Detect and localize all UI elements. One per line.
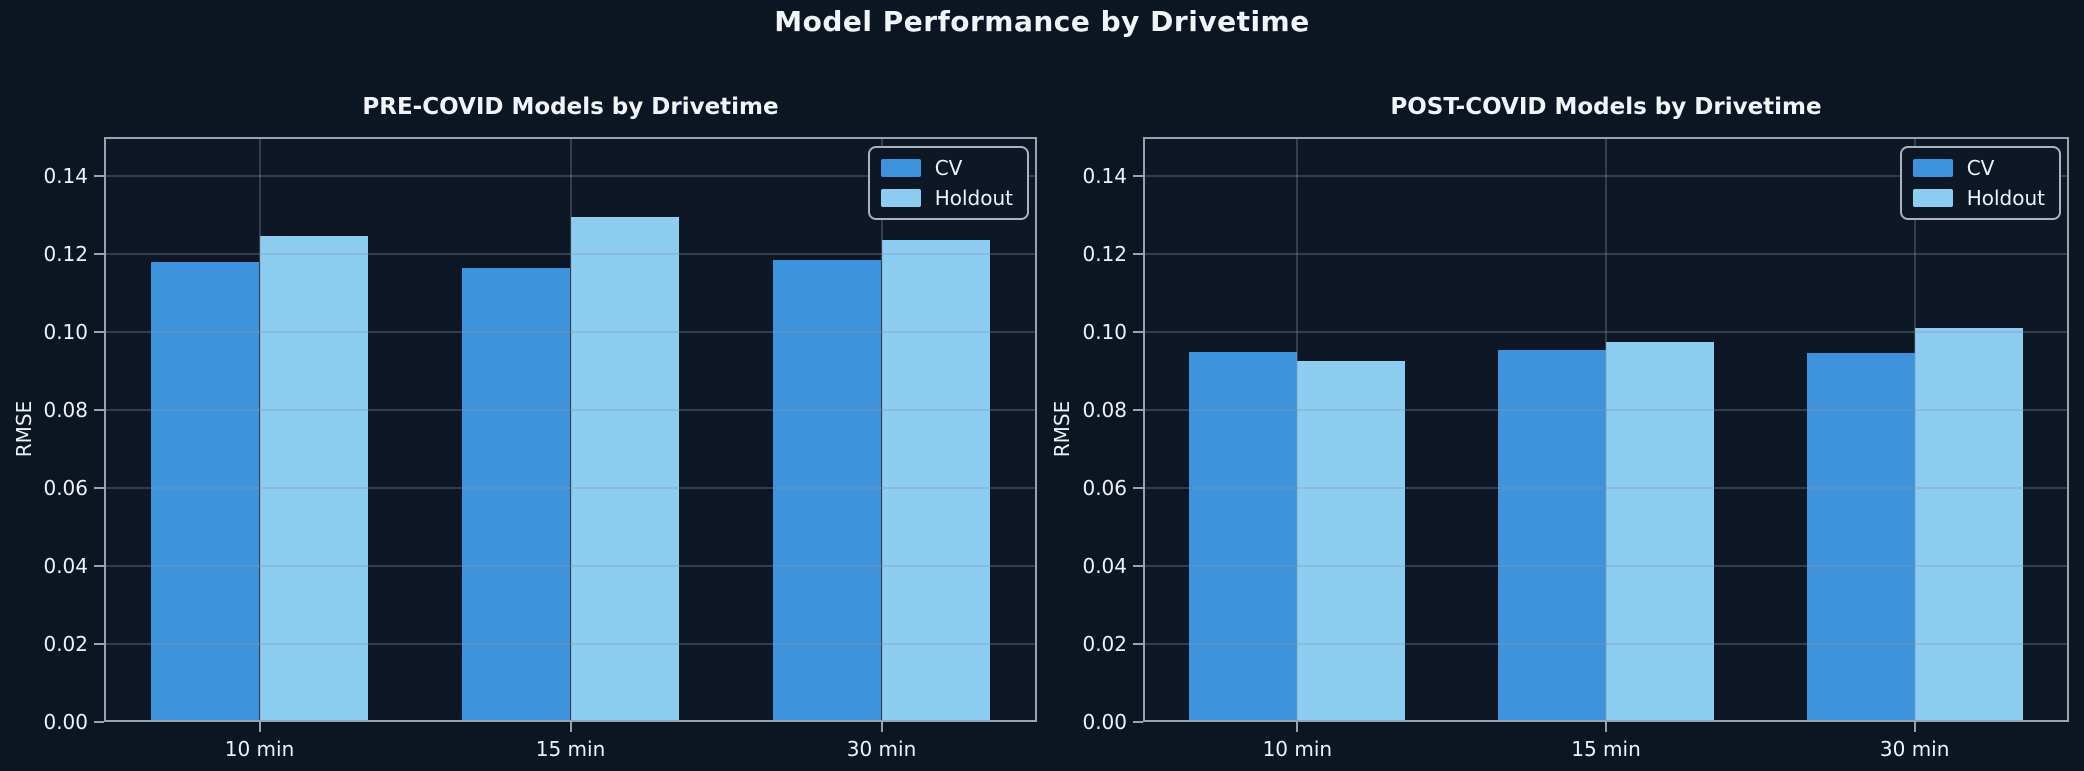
y-tick-label: 0.10 <box>43 320 88 344</box>
legend-swatch-cv <box>1912 159 1953 177</box>
y-tick-label: 0.08 <box>43 398 88 422</box>
bar-cv-10-min <box>1189 351 1298 722</box>
subplot-title-pre-covid: PRE-COVID Models by Drivetime <box>362 94 779 120</box>
legend-swatch-holdout <box>880 189 921 207</box>
y-tick-label: 0.02 <box>1082 632 1127 656</box>
grid-line-horizontal <box>1143 565 2069 567</box>
y-tick-label: 0.12 <box>43 242 88 266</box>
bar-cv-30-min <box>772 259 882 722</box>
grid-line-vertical <box>569 137 572 722</box>
y-tick <box>1133 565 1143 567</box>
grid-line-horizontal <box>104 175 1037 177</box>
x-tick <box>569 722 572 732</box>
grid-line-horizontal <box>104 565 1037 567</box>
bar-holdout-15-min <box>570 216 680 722</box>
y-tick <box>94 409 104 411</box>
y-tick <box>1133 331 1143 333</box>
y-tick <box>94 331 104 333</box>
grid-line-vertical <box>1296 137 1299 722</box>
legend-item-holdout: Holdout <box>880 186 1013 210</box>
grid-line-horizontal <box>1143 643 2069 645</box>
y-tick-label: 0.06 <box>43 476 88 500</box>
bar-cv-30-min <box>1806 353 1915 722</box>
grid-line-horizontal <box>104 643 1037 645</box>
x-tick-label: 15 min <box>1571 737 1641 761</box>
legend-label: Holdout <box>1966 186 2045 210</box>
grid-line-horizontal <box>104 409 1037 411</box>
y-tick-label: 0.00 <box>43 710 88 734</box>
y-tick <box>1133 721 1143 723</box>
y-tick <box>94 487 104 489</box>
bar-holdout-30-min <box>881 240 991 722</box>
y-tick <box>1133 409 1143 411</box>
y-tick-label: 0.02 <box>43 632 88 656</box>
grid-line-horizontal <box>104 331 1037 333</box>
grid-line-vertical <box>1913 137 1916 722</box>
legend-label: CV <box>934 156 963 180</box>
figure-title: Model Performance by Drivetime <box>774 5 1310 38</box>
grid-line-horizontal <box>1143 175 2069 177</box>
x-tick-label: 10 min <box>1262 737 1333 761</box>
legend-item-cv: CV <box>880 156 1013 180</box>
y-tick-label: 0.06 <box>1082 476 1127 500</box>
legend-item-cv: CV <box>1912 156 2045 180</box>
bar-holdout-10-min <box>259 236 369 722</box>
x-tick <box>1913 722 1916 732</box>
grid-line-vertical <box>880 137 883 722</box>
bar-cv-10-min <box>150 261 260 722</box>
grid-line-horizontal <box>104 487 1037 489</box>
y-tick <box>1133 253 1143 255</box>
x-tick-label: 30 min <box>846 737 917 761</box>
legend-swatch-holdout <box>1912 189 1953 207</box>
x-tick-label: 30 min <box>1879 737 1950 761</box>
x-tick-label: 15 min <box>535 737 606 761</box>
y-tick <box>94 253 104 255</box>
grid-line-horizontal <box>1143 253 2069 255</box>
y-tick <box>1133 175 1143 177</box>
grid-line-horizontal <box>1143 487 2069 489</box>
y-tick <box>94 565 104 567</box>
bar-holdout-30-min <box>1914 328 2023 722</box>
grid-line-vertical <box>258 137 261 722</box>
y-tick <box>94 643 104 645</box>
x-tick <box>1296 722 1299 732</box>
grid-line-horizontal <box>1143 331 2069 333</box>
bar-cv-15-min <box>461 267 571 722</box>
legend-item-holdout: Holdout <box>1912 186 2045 210</box>
bar-cv-15-min <box>1497 349 1606 722</box>
x-tick <box>1605 722 1607 732</box>
legend: CV Holdout <box>1899 146 2061 220</box>
y-tick-label: 0.00 <box>1082 710 1127 734</box>
y-tick <box>1133 487 1143 489</box>
bar-holdout-10-min <box>1297 361 1406 722</box>
x-tick-label: 10 min <box>224 737 295 761</box>
y-tick <box>94 721 104 723</box>
x-tick <box>258 722 261 732</box>
y-tick-label: 0.08 <box>1082 398 1127 422</box>
y-tick <box>1133 643 1143 645</box>
y-tick-label: 0.12 <box>1082 242 1127 266</box>
legend-label: Holdout <box>934 186 1013 210</box>
y-tick-label: 0.04 <box>43 554 88 578</box>
y-tick-label: 0.14 <box>1082 164 1127 188</box>
y-tick-label: 0.14 <box>43 164 88 188</box>
legend-swatch-cv <box>880 159 921 177</box>
y-tick-label: 0.04 <box>1082 554 1127 578</box>
legend: CV Holdout <box>867 146 1029 220</box>
grid-line-horizontal <box>104 253 1037 255</box>
subplot-title-post-covid: POST-COVID Models by Drivetime <box>1390 94 1822 120</box>
y-tick-label: 0.10 <box>1082 320 1127 344</box>
grid-line-vertical <box>1605 137 1607 722</box>
y-tick <box>94 175 104 177</box>
x-tick <box>880 722 883 732</box>
bar-holdout-15-min <box>1606 341 1715 722</box>
legend-label: CV <box>1966 156 1995 180</box>
grid-line-horizontal <box>1143 409 2069 411</box>
